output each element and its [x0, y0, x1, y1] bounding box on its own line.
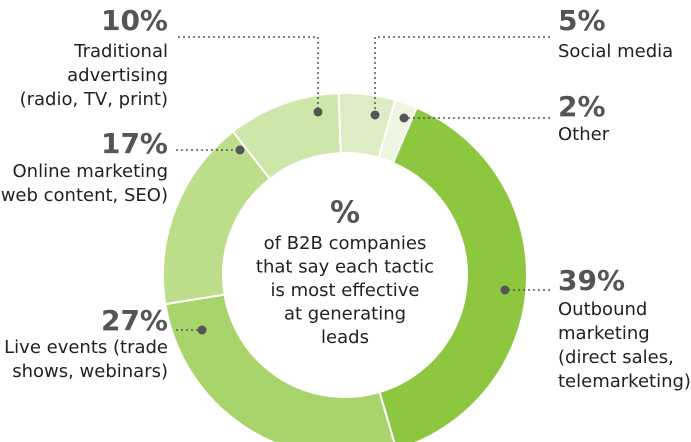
category-label: Outbound [558, 299, 647, 320]
category-label: telemarketing) [558, 371, 691, 392]
leader-line [178, 36, 319, 112]
category-label: shows, webinars) [12, 361, 168, 382]
value-label: 2% [558, 90, 606, 123]
center-text: at generating [284, 304, 406, 325]
category-label: Social media [558, 41, 673, 62]
donut-segment [337, 92, 397, 159]
donut-segment [164, 293, 396, 442]
leader-dot [370, 110, 380, 120]
category-label: Other [558, 124, 610, 145]
value-label: 39% [558, 264, 625, 297]
leader-line [374, 36, 550, 115]
leader-dot [399, 113, 409, 123]
center-title: % [330, 196, 360, 231]
category-label: Online marketing [13, 161, 169, 182]
category-label: advertising [67, 65, 168, 86]
value-label: 27% [101, 304, 168, 337]
category-label: Live events (trade [4, 337, 168, 358]
leader-dot [313, 107, 323, 117]
category-label: (web content, SEO) [0, 185, 168, 206]
value-label: 5% [558, 4, 606, 37]
leader-dot [235, 145, 245, 155]
center-text: that say each tactic [256, 257, 434, 278]
leader-dot [500, 285, 510, 295]
leader-dot [197, 325, 207, 335]
center-text: leads [321, 327, 369, 348]
center-text: is most effective [270, 280, 419, 301]
category-label: (radio, TV, print) [20, 89, 168, 110]
donut-segment [378, 106, 528, 442]
category-label: marketing [558, 323, 650, 344]
value-label: 10% [101, 4, 168, 37]
donut [162, 92, 528, 442]
category-label: Traditional [73, 41, 168, 62]
value-label: 17% [101, 127, 168, 160]
category-label: (direct sales, [558, 347, 674, 368]
center-text: of B2B companies [264, 233, 427, 254]
